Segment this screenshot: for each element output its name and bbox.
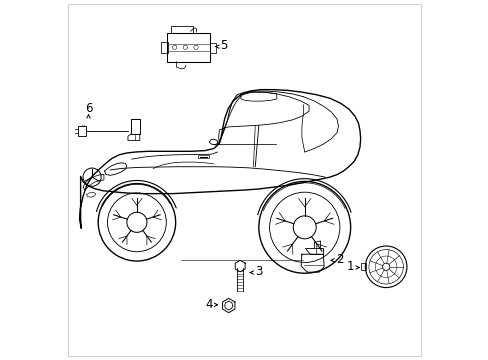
Text: 4: 4 (204, 298, 212, 311)
Bar (171, 26, 192, 33)
Text: 5: 5 (220, 39, 227, 52)
Text: 2: 2 (336, 253, 343, 266)
Bar (167, 33, 210, 62)
Bar (161, 42, 168, 53)
Polygon shape (304, 248, 322, 254)
Text: 1: 1 (346, 260, 354, 273)
Bar (210, 42, 215, 53)
Text: 3: 3 (255, 265, 262, 278)
Bar (198, 155, 208, 158)
Bar (78, 126, 86, 135)
Bar (360, 263, 366, 270)
Bar (131, 119, 140, 134)
Text: 6: 6 (84, 103, 92, 116)
